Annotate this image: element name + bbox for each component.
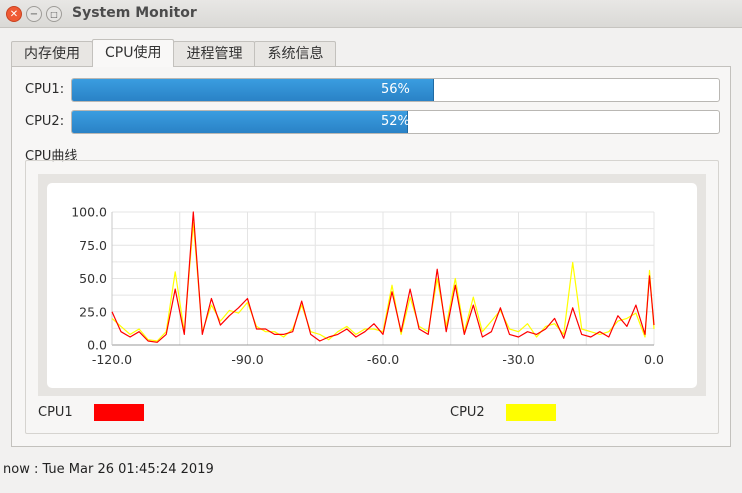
x-tick-label: -30.0 [502,352,534,367]
series-line-cpu1 [111,211,655,343]
y-tick-label: 50.0 [79,271,107,286]
chart-card [47,183,697,388]
status-bar: now : Tue Mar 26 01:45:24 2019 [0,458,742,493]
legend-label-cpu1: CPU1 [38,405,73,420]
minimize-icon[interactable]: − [26,6,42,22]
cpu2-label: CPU2: [25,114,65,129]
x-tick-label: -120.0 [92,352,132,367]
tab-cpu[interactable]: CPU使用 [92,39,175,67]
y-tick-label: 25.0 [79,304,107,319]
cpu-curve-group [25,160,719,434]
y-tick-label: 0.0 [87,338,107,353]
cpu1-progress-fill [72,79,435,101]
tab-processes[interactable]: 进程管理 [173,41,256,66]
tab-system-info[interactable]: 系统信息 [254,41,337,66]
maximize-icon[interactable]: □ [46,6,62,22]
close-icon[interactable]: ✕ [6,6,22,22]
cpu-line-chart: 0.0 25.0 50.0 75.0 100.0 -120.0 -90.0 -60.0 -30.… [71,205,664,368]
cpu2-progress-fill [72,111,409,133]
y-tick-label: 100.0 [71,205,107,220]
x-tick-label: -60.0 [367,352,399,367]
legend-swatch-cpu1 [94,404,144,421]
x-tick-label: 0.0 [644,352,664,367]
cpu1-label: CPU1: [25,82,65,97]
cpu2-progress-text: 52% [381,114,410,129]
title-bar: ✕ − □ System Monitor [0,0,742,28]
cpu1-progress-bar: 56% [71,78,720,102]
tab-bar: 内存使用 CPU使用 进程管理 系统信息 [11,39,337,67]
tab-memory[interactable]: 内存使用 [11,41,93,66]
window-title: System Monitor [72,5,197,21]
cpu2-progress-bar: 52% [71,110,720,134]
cpu1-progress-text: 56% [381,82,410,97]
legend-swatch-cpu2 [506,404,556,421]
x-tick-label: -90.0 [231,352,263,367]
y-tick-label: 75.0 [79,238,107,253]
legend-label-cpu2: CPU2 [450,405,485,420]
status-time: now : Tue Mar 26 01:45:24 2019 [3,462,214,477]
